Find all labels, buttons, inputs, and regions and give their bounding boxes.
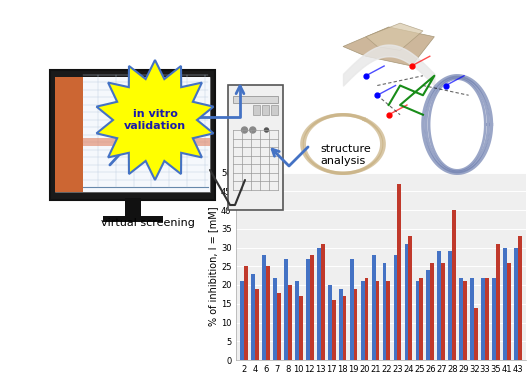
FancyBboxPatch shape [233, 96, 278, 103]
Bar [481, 278, 485, 360]
Bar [408, 236, 412, 360]
Bar [361, 281, 365, 360]
Bar [372, 255, 375, 360]
Bar [496, 244, 500, 360]
Bar [393, 255, 397, 360]
Bar [262, 255, 266, 360]
Bar [266, 266, 270, 360]
Polygon shape [343, 27, 434, 66]
Polygon shape [366, 23, 423, 50]
Bar [277, 292, 281, 360]
FancyBboxPatch shape [83, 138, 210, 146]
Bar [438, 251, 441, 360]
Bar [328, 285, 332, 360]
Bar [284, 259, 288, 360]
FancyBboxPatch shape [55, 77, 83, 192]
Bar [288, 285, 292, 360]
Bar [244, 266, 248, 360]
Bar [317, 248, 321, 360]
Bar [365, 278, 369, 360]
FancyBboxPatch shape [55, 77, 210, 192]
FancyBboxPatch shape [253, 105, 260, 115]
FancyBboxPatch shape [271, 105, 278, 115]
Y-axis label: % of inhibition, I = [mM]: % of inhibition, I = [mM] [208, 206, 218, 326]
Bar [492, 278, 496, 360]
Text: in vitro
validation: in vitro validation [124, 109, 186, 131]
Bar [240, 281, 244, 360]
Bar [299, 296, 303, 360]
Bar [459, 278, 463, 360]
Bar [518, 236, 522, 360]
Bar [419, 278, 423, 360]
Bar [503, 248, 507, 360]
Bar [350, 259, 354, 360]
Bar [448, 251, 452, 360]
Bar [441, 262, 445, 360]
Polygon shape [97, 60, 213, 180]
Bar [387, 281, 390, 360]
Bar [514, 248, 518, 360]
FancyBboxPatch shape [124, 198, 141, 218]
Circle shape [250, 127, 256, 133]
Bar [426, 270, 430, 360]
Bar [306, 259, 310, 360]
Bar [310, 255, 314, 360]
Text: virtual screening: virtual screening [101, 218, 195, 228]
Bar [470, 278, 474, 360]
Bar [295, 281, 299, 360]
Bar [375, 281, 379, 360]
Bar [485, 278, 489, 360]
FancyBboxPatch shape [102, 216, 162, 222]
Bar [463, 281, 467, 360]
FancyBboxPatch shape [228, 85, 283, 210]
Bar [273, 278, 277, 360]
Circle shape [264, 128, 269, 132]
Bar [354, 289, 357, 360]
Bar [416, 281, 419, 360]
Bar [321, 244, 324, 360]
Bar [339, 289, 342, 360]
Bar [474, 308, 478, 360]
Bar [383, 262, 387, 360]
Bar [342, 296, 346, 360]
Bar [405, 244, 408, 360]
Bar [251, 274, 255, 360]
FancyBboxPatch shape [262, 105, 269, 115]
Bar [507, 262, 511, 360]
FancyBboxPatch shape [50, 70, 215, 200]
Bar [255, 289, 259, 360]
Circle shape [242, 127, 247, 133]
Bar [430, 262, 434, 360]
Bar [332, 300, 336, 360]
Bar [452, 210, 456, 360]
Text: structure
analysis: structure analysis [320, 144, 371, 166]
FancyBboxPatch shape [83, 77, 210, 192]
Bar [397, 184, 401, 360]
